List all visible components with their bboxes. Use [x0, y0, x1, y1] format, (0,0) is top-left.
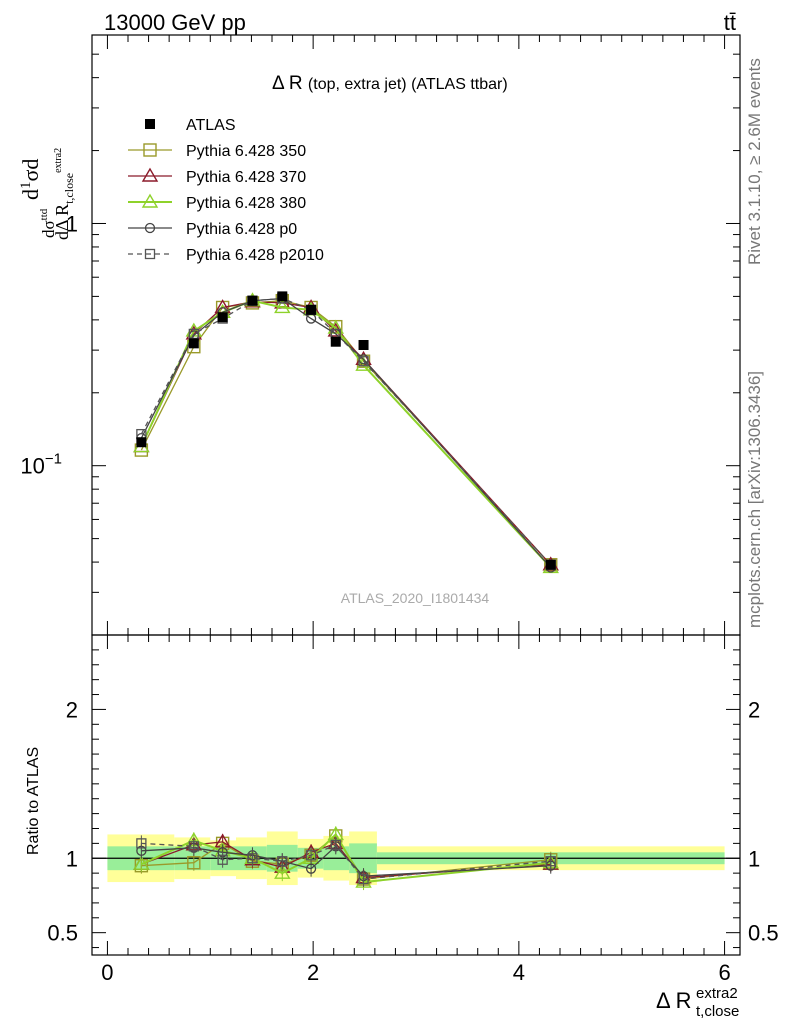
ratio-series-point	[305, 850, 317, 861]
x-axis-label: Δ R extra2 t,close	[656, 985, 739, 1020]
svg-text:d1σd: d1σd	[18, 159, 43, 200]
main-series-point	[327, 319, 344, 334]
ratio-series-point	[133, 855, 150, 870]
legend-label: Pythia 6.428 p0	[186, 221, 297, 238]
ratio-panel-frame	[91, 634, 741, 956]
data-point	[217, 312, 228, 323]
ratio-series-point	[217, 854, 228, 865]
data-point	[136, 437, 147, 448]
ratio-series-point	[330, 839, 341, 851]
svg-text:Δ R: Δ R	[656, 988, 691, 1013]
ratio-series-point	[305, 863, 317, 874]
ratio-series-point	[277, 856, 288, 867]
x-tick-label: 4	[513, 960, 525, 985]
legend-label: ATLAS	[186, 117, 236, 134]
chart-title: Δ R (top, extra jet) (ATLAS ttbar)	[272, 73, 508, 94]
ratio-y-tick-label-right: 2	[748, 697, 760, 722]
energy-label: 13000 GeV pp	[104, 10, 246, 35]
process-label: tt̄	[724, 10, 736, 35]
legend-label: Pythia 6.428 370	[186, 169, 306, 186]
legend-marker	[143, 143, 157, 157]
data-point	[247, 295, 258, 306]
main-series-line	[140, 299, 552, 569]
legend-marker	[145, 119, 155, 129]
data-point	[188, 338, 199, 349]
ratio-y-tick-label: 0.5	[47, 921, 78, 946]
ratio-y-tick-label-right: 0.5	[748, 921, 779, 946]
rivet-label: Rivet 3.1.10, ≥ 2.6M events	[745, 58, 764, 265]
ratio-series-point	[188, 841, 199, 852]
ratio-y-tick-label: 2	[66, 697, 78, 722]
ratio-series-point	[545, 856, 556, 867]
data-point	[358, 339, 369, 350]
ratio-series-point	[136, 838, 147, 849]
ratio-series-point	[358, 873, 369, 885]
legend-label: Pythia 6.428 p2010	[186, 247, 324, 264]
main-series-point	[274, 299, 291, 314]
main-y-tick-label: 1	[66, 211, 78, 236]
data-point	[330, 336, 341, 347]
svg-text:t,close: t,close	[696, 1003, 739, 1020]
x-tick-label: 0	[101, 960, 113, 985]
ratio-series-point	[187, 856, 201, 870]
legend-marker	[141, 167, 159, 182]
ratio-y-tick-label: 1	[66, 846, 78, 871]
data-point	[545, 559, 556, 570]
watermark: ATLAS_2020_I1801434	[341, 590, 490, 606]
main-series-point	[358, 356, 369, 367]
x-tick-label: 6	[718, 960, 730, 985]
x-tick-label: 2	[307, 960, 319, 985]
ratio-y-axis-label: Ratio to ATLAS	[25, 747, 42, 855]
ratio-y-tick-label-right: 1	[748, 846, 760, 871]
ratio-series-point	[274, 864, 291, 879]
legend-marker	[144, 248, 156, 260]
legend-marker	[141, 193, 159, 208]
main-y-tick-label: 10−1	[20, 451, 62, 479]
legend-label: Pythia 6.428 380	[186, 195, 306, 212]
data-point	[277, 291, 288, 302]
legend-label: Pythia 6.428 350	[186, 143, 306, 160]
legend-marker	[144, 222, 156, 234]
ratio-series-point	[247, 853, 258, 864]
data-point	[306, 304, 317, 315]
source-label: mcplots.cern.ch [arXiv:1306.3436]	[745, 371, 764, 628]
svg-text:extra2: extra2	[696, 985, 738, 1002]
